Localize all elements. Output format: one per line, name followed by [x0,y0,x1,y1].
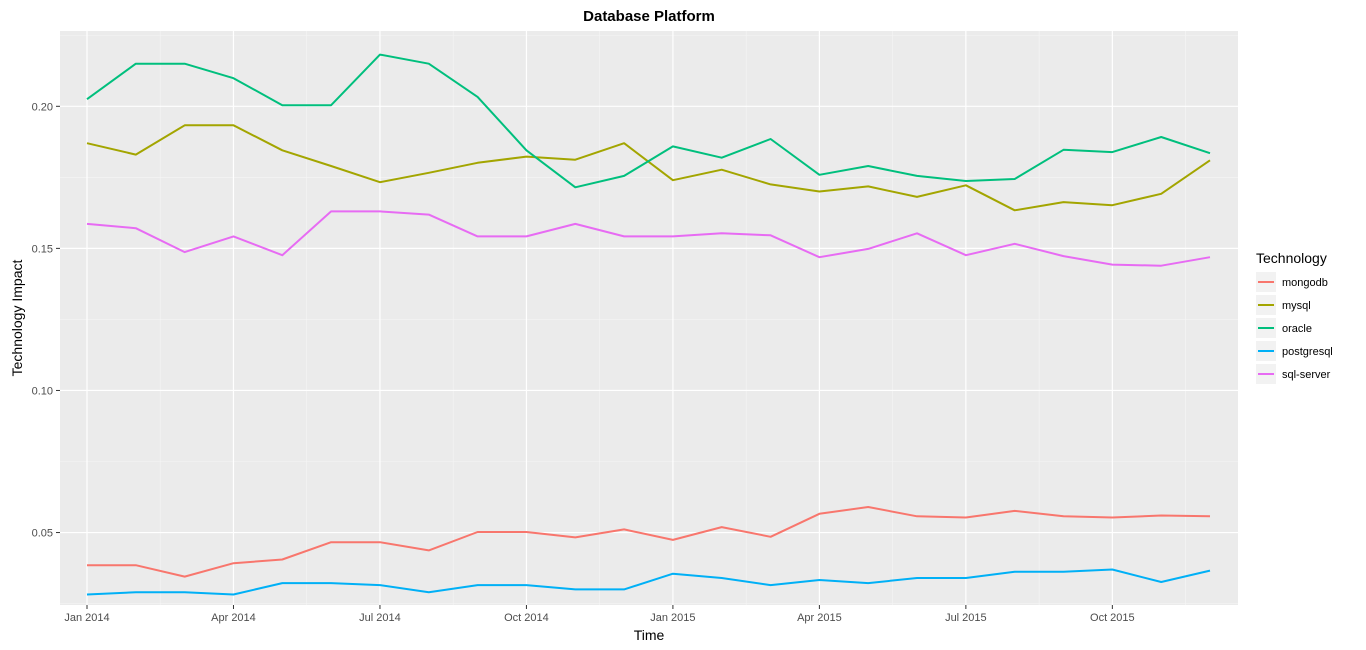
y-axis: 0.05 0.10 0.15 0.20 [32,101,60,540]
x-axis-title: Time [634,627,665,643]
legend-item-oracle: oracle [1256,318,1312,338]
legend-label-oracle: oracle [1282,323,1312,335]
x-tick-label: Apr 2014 [211,612,256,624]
x-tick-label: Jul 2014 [359,612,401,624]
legend-item-mongodb: mongodb [1256,272,1328,292]
series-line-mongodb [87,506,1211,578]
legend-label-postgresql: postgresql [1282,346,1333,358]
legend-label-mongodb: mongodb [1282,277,1328,289]
legend-title: Technology [1256,250,1327,266]
series-line-postgresql [86,568,1211,596]
legend-item-mysql: mysql [1256,295,1311,315]
legend-item-postgresql: postgresql [1256,341,1333,361]
y-tick-label: 0.15 [32,243,53,255]
series-line-oracle [86,53,1211,189]
chart-title: Database Platform [583,8,715,25]
gridlines [60,31,1238,605]
y-axis-title: Technology Impact [9,260,25,377]
x-tick-label: Oct 2015 [1090,612,1135,624]
series-line-sql-server [86,210,1211,267]
legend-label-mysql: mysql [1282,300,1311,312]
x-tick-label: Jul 2015 [945,612,987,624]
legend: Technology mongodb mysql oracle postgresql s… [1256,250,1333,384]
x-tick-label: Apr 2015 [797,612,842,624]
series-lines [86,53,1211,596]
x-tick-label: Jan 2015 [650,612,695,624]
x-tick-label: Jan 2014 [64,612,109,624]
legend-label-sql-server: sql-server [1282,369,1331,381]
y-tick-label: 0.05 [32,528,53,540]
plot-panel [60,31,1238,605]
x-axis: Jan 2014 Apr 2014 Jul 2014 Oct 2014 Jan 2015… [64,605,1135,624]
y-tick-label: 0.10 [32,385,53,397]
y-tick-label: 0.20 [32,101,53,113]
legend-item-sql-server: sql-server [1256,364,1331,384]
x-tick-label: Oct 2014 [504,612,549,624]
